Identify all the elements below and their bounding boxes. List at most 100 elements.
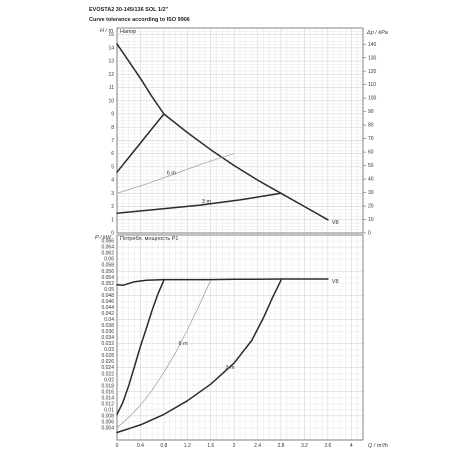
y-tick-label: 0.03 — [104, 347, 114, 353]
head-curve-v8 — [116, 43, 329, 221]
y-axis-label: P / kW — [95, 235, 112, 241]
y2-tick-label: 40 — [368, 177, 374, 183]
series-label: 6 m — [167, 171, 177, 177]
y-tick-label: 12 — [108, 72, 114, 78]
y-tick-label: 0.024 — [101, 365, 114, 371]
chart-subtitle: Curve tolerance according to ISO 9906 — [89, 17, 190, 23]
y2-tick-label: 80 — [368, 123, 374, 129]
y-axis-label: H / m — [100, 28, 114, 34]
power-curve-max — [116, 279, 165, 416]
y-tick-label: 0.008 — [101, 413, 114, 419]
series-label: 6 m — [179, 341, 189, 347]
y-tick-label: 0.06 — [104, 257, 114, 263]
y2-tick-label: 130 — [368, 55, 377, 61]
y2-tick-label: 20 — [368, 204, 374, 210]
chart-title: EVOSTA2 30-145/136 SOL 1/2" — [89, 7, 169, 13]
y-tick-label: 0.042 — [101, 311, 114, 317]
power-curve-3m — [116, 279, 282, 434]
y2-tick-label: 120 — [368, 69, 377, 75]
y-tick-label: 0.058 — [101, 263, 114, 269]
y-tick-label: 0.012 — [101, 401, 114, 407]
power-curve-6m — [116, 279, 212, 429]
y-tick-label: 0.046 — [101, 299, 114, 305]
x-tick-label: 4 — [350, 443, 353, 449]
y-tick-label: 0 — [111, 231, 114, 237]
legend-label: Напор — [120, 29, 136, 35]
y2-tick-label: 110 — [368, 82, 376, 88]
y-tick-label: 0.034 — [101, 335, 114, 341]
y-tick-label: 0.036 — [101, 329, 114, 335]
x-tick-label: 1.6 — [207, 443, 214, 449]
head-curve-max — [116, 113, 165, 173]
x-tick-label: 0 — [116, 443, 119, 449]
y-tick-label: 0.018 — [101, 383, 114, 389]
y-tick-label: 0.064 — [101, 245, 114, 251]
series-label: V8 — [332, 279, 339, 285]
y-tick-label: 13 — [108, 59, 114, 65]
y-tick-label: 0.04 — [104, 317, 114, 323]
y2-tick-label: 140 — [368, 42, 377, 48]
y-tick-label: 0.01 — [104, 407, 114, 413]
series-label: 3 m — [225, 365, 235, 371]
y-tick-label: 0.006 — [101, 420, 114, 426]
grid-lines — [116, 27, 364, 441]
x-tick-label: 0.8 — [160, 443, 167, 449]
plot-frame — [116, 27, 364, 234]
y-tick-label: 0.016 — [101, 389, 114, 395]
plot-frame — [116, 234, 364, 441]
x-tick-label: 0.4 — [137, 443, 144, 449]
y-tick-label: 0.02 — [104, 377, 114, 383]
y-tick-label: 3 — [111, 191, 114, 197]
y-tick-label: 0.022 — [101, 371, 114, 377]
power-curve-v8 — [116, 278, 329, 287]
y-tick-label: 0.014 — [101, 395, 114, 401]
y-tick-label: 0.032 — [101, 341, 114, 347]
series-label: 3 m — [202, 199, 212, 205]
y2-tick-label: 10 — [368, 217, 374, 223]
y-tick-label: 6 — [111, 151, 114, 157]
y-tick-label: 11 — [109, 85, 114, 91]
y-tick-label: 0.038 — [101, 323, 114, 329]
y-tick-label: 0.028 — [101, 353, 114, 359]
y-tick-label: 7 — [111, 138, 114, 144]
y2-tick-label: 30 — [368, 190, 374, 196]
y-tick-label: 4 — [111, 178, 114, 184]
y-tick-label: 8 — [111, 125, 114, 131]
y2-tick-label: 70 — [368, 136, 374, 142]
series-label: V8 — [332, 220, 339, 226]
legend-label: Потребл. мощность P1 — [120, 236, 179, 242]
y-tick-label: 0.062 — [101, 251, 114, 257]
y2-tick-label: 60 — [368, 150, 374, 156]
y-tick-label: 5 — [111, 164, 114, 170]
head-curve-3m — [116, 192, 282, 214]
y-tick-label: 0.048 — [101, 293, 114, 299]
y-tick-label: 0.056 — [101, 269, 114, 275]
y-tick-label: 0.026 — [101, 359, 114, 365]
y-tick-label: 15 — [108, 32, 114, 38]
y-tick-label: 10 — [108, 98, 114, 104]
x-tick-label: 2.8 — [278, 443, 285, 449]
y-tick-label: 1 — [111, 217, 114, 223]
y2-tick-label: 100 — [368, 96, 377, 102]
axes — [116, 27, 366, 441]
series-lines — [116, 43, 329, 434]
y2-tick-label: 90 — [368, 109, 374, 115]
x-tick-label: 3.6 — [324, 443, 331, 449]
y-tick-label: 0.004 — [101, 426, 114, 432]
x-axis-label: Q / m³/h — [368, 443, 388, 449]
head-curve-6m — [116, 153, 235, 194]
y2-axis-label: Δp / kPa — [366, 30, 388, 36]
x-tick-label: 2 — [233, 443, 236, 449]
y-tick-label: 2 — [111, 204, 114, 210]
y2-tick-label: 50 — [368, 163, 374, 169]
y-tick-label: 0.05 — [104, 287, 114, 293]
y-tick-label: 14 — [108, 45, 114, 51]
y-tick-label: 0.052 — [101, 281, 114, 287]
y2-tick-label: 0 — [368, 231, 371, 237]
x-tick-label: 2.4 — [254, 443, 261, 449]
x-tick-label: 1.2 — [184, 443, 191, 449]
y-tick-label: 0.044 — [101, 305, 114, 311]
y-tick-label: 0.054 — [101, 275, 114, 281]
y-tick-label: 9 — [111, 112, 114, 118]
